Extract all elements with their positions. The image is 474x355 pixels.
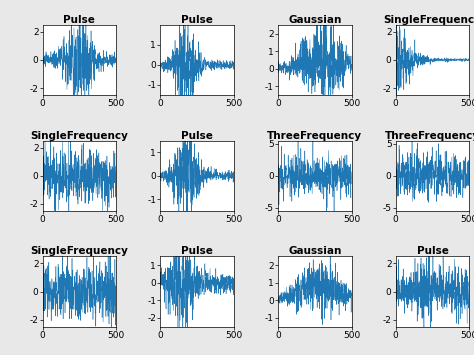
Title: SingleFrequency: SingleFrequency [383, 15, 474, 25]
Title: Pulse: Pulse [417, 246, 448, 256]
Title: Pulse: Pulse [181, 15, 213, 25]
Title: ThreeFrequency: ThreeFrequency [385, 131, 474, 141]
Title: Pulse: Pulse [64, 15, 95, 25]
Title: ThreeFrequency: ThreeFrequency [267, 131, 362, 141]
Title: SingleFrequency: SingleFrequency [30, 246, 128, 256]
Title: Pulse: Pulse [181, 246, 213, 256]
Title: Gaussian: Gaussian [288, 15, 341, 25]
Title: Gaussian: Gaussian [288, 246, 341, 256]
Title: Pulse: Pulse [181, 131, 213, 141]
Title: SingleFrequency: SingleFrequency [30, 131, 128, 141]
